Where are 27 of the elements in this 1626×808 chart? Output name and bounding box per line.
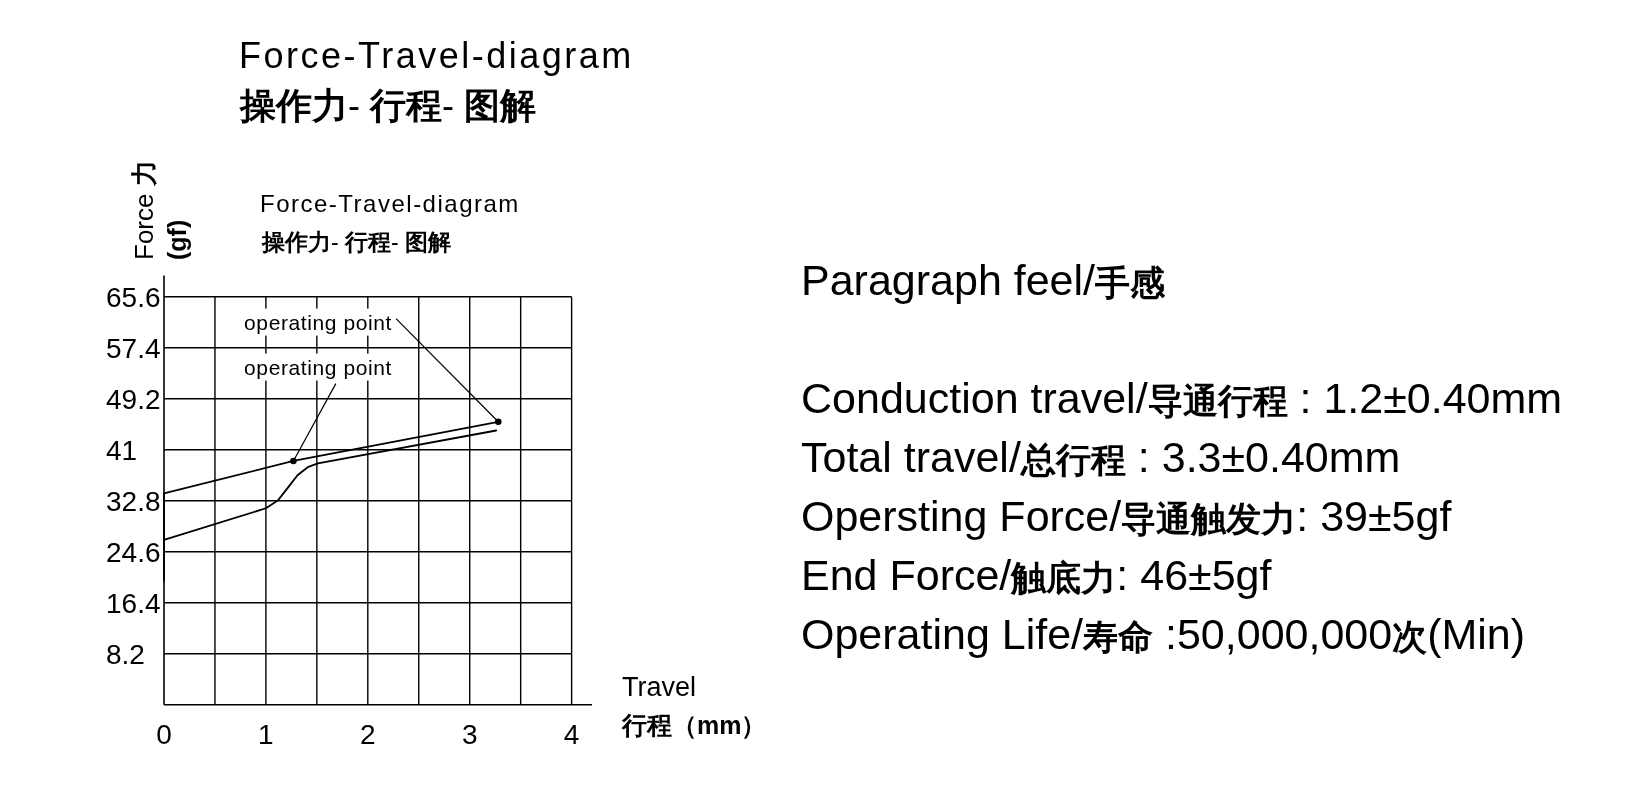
annotation: operating point — [244, 310, 393, 334]
x-tick-label: 1 — [258, 719, 274, 750]
text: Operating Life/寿命 :50,000,000次(Min) — [801, 610, 1526, 658]
y-tick-label: 32.8 — [106, 485, 161, 517]
text: Conduction travel/导通行程 : 1.2±0.40mm — [801, 374, 1563, 422]
y-tick-label: 57.4 — [106, 332, 161, 364]
x-tick-label: 2 — [360, 719, 376, 750]
chart-title: Force-Travel-diagram — [239, 35, 634, 76]
y-tick-label: 24.6 — [106, 536, 161, 568]
text: End Force/触底力: 46±5gf — [801, 551, 1273, 599]
x-tick-label: 4 — [563, 719, 580, 750]
y-tick-label: 8.2 — [106, 638, 145, 670]
text: Force 力 (gf) — [129, 160, 191, 260]
text: Opersting Force/导通触发力: 39±5gf — [801, 492, 1453, 540]
y-tick-label: 65.6 — [106, 281, 161, 313]
text: Total travel/总行程 : 3.3±0.40mm — [801, 433, 1401, 481]
x-axis-title: Travel 行程（mm） — [621, 672, 767, 739]
x-tick-label: 0 — [156, 719, 172, 750]
text: Force-Travel-diagram — [260, 190, 520, 217]
annotation: operating point — [244, 355, 393, 379]
text: Paragraph feel/手感 — [801, 256, 1167, 304]
y-tick-label: 49.2 — [106, 383, 161, 415]
x-tick-label: 3 — [461, 719, 478, 750]
text: 操作力- 行程- 图解 — [261, 229, 452, 255]
y-tick-label: 16.4 — [106, 587, 161, 619]
chart-subtitle: 操作力- 行程- 图解 — [239, 85, 536, 126]
y-tick-label: 41 — [106, 434, 138, 466]
